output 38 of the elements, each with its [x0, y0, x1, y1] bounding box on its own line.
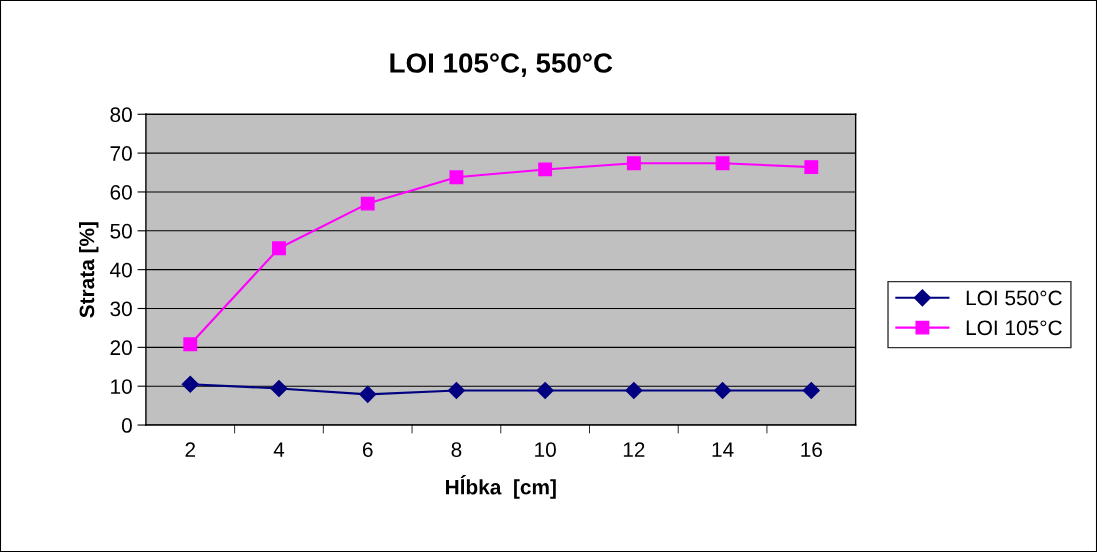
x-tick-label: 16	[801, 442, 822, 458]
y-tick-label: 30	[110, 301, 132, 317]
point	[802, 381, 820, 400]
y-tick-label: 80	[110, 107, 132, 123]
x-tick-label: 10	[535, 442, 556, 458]
x-tick-label: 8	[451, 442, 462, 458]
x-tick-label: 14	[712, 442, 734, 457]
point	[626, 156, 641, 171]
point	[715, 156, 730, 171]
point	[270, 379, 288, 398]
point	[625, 381, 643, 400]
x-tick-label: 6	[362, 442, 373, 458]
y-tick-label: 50	[110, 223, 132, 239]
x-axis-title: Hĺbka [cm]	[446, 475, 556, 499]
legend-label: LOI 105°C	[966, 320, 1062, 336]
x-tick-label: 12	[623, 442, 645, 457]
y-axis-title: Strata [%]	[79, 222, 99, 318]
y-tick-label: 60	[110, 184, 132, 200]
chart-title: LOI 105°C, 550°C	[390, 53, 613, 77]
point	[272, 241, 286, 256]
point	[538, 162, 553, 177]
point	[359, 385, 377, 403]
point	[449, 170, 464, 185]
y-tick-label: 0	[121, 418, 132, 433]
point	[714, 381, 732, 400]
y-tick-label: 20	[110, 340, 132, 356]
point	[804, 160, 819, 175]
legend-label: LOI 550°C	[966, 290, 1062, 306]
y-tick-label: 10	[111, 379, 132, 394]
point	[536, 381, 554, 400]
point	[360, 196, 375, 211]
y-tick-label: 70	[110, 146, 132, 161]
y-tick-label: 40	[110, 262, 132, 278]
point	[183, 337, 198, 352]
x-tick-label: 2	[185, 442, 196, 457]
point	[447, 381, 465, 400]
x-tick-label: 4	[273, 442, 285, 457]
point	[181, 375, 199, 393]
